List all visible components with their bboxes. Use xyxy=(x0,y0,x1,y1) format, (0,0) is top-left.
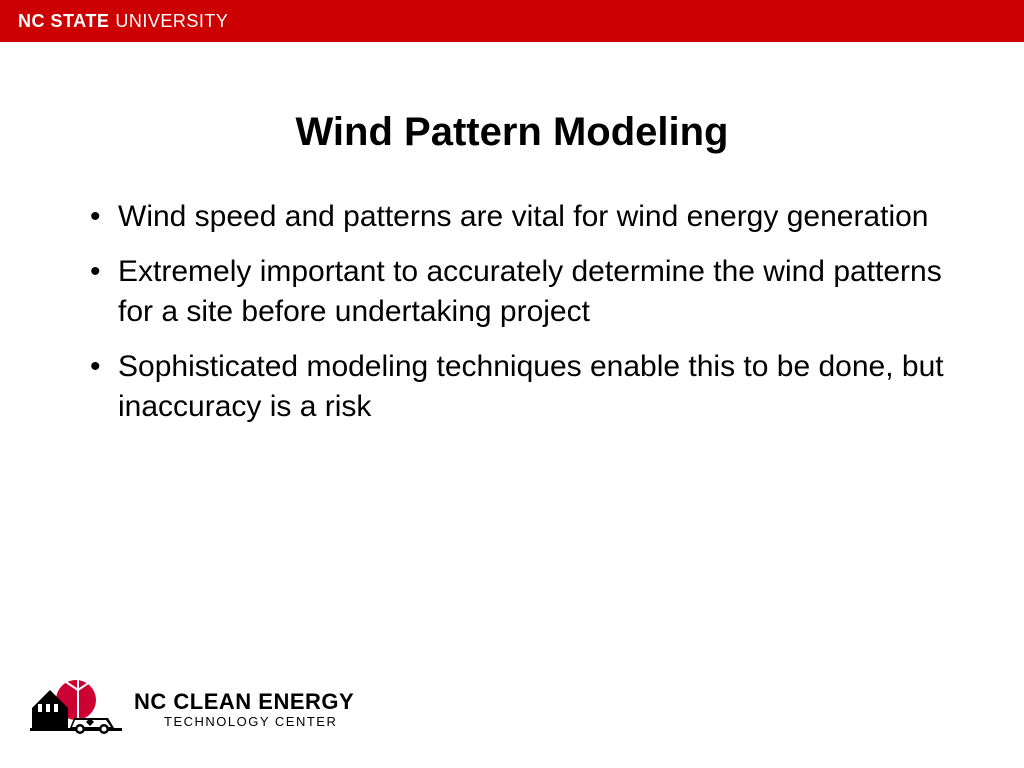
footer-logo: NC CLEAN ENERGY TECHNOLOGY CENTER xyxy=(30,678,354,740)
bullet-item: Extremely important to accurately determ… xyxy=(90,252,944,333)
logo-main-text: NC CLEAN ENERGY xyxy=(134,690,354,713)
brand-light: UNIVERSITY xyxy=(115,11,228,32)
clean-energy-logo-icon xyxy=(30,678,122,740)
slide-title: Wind Pattern Modeling xyxy=(0,110,1024,155)
bullet-item: Sophisticated modeling techniques enable… xyxy=(90,347,944,428)
slide-container: NC STATE UNIVERSITY Wind Pattern Modelin… xyxy=(0,0,1024,768)
header-bar: NC STATE UNIVERSITY xyxy=(0,0,1024,42)
bullet-item: Wind speed and patterns are vital for wi… xyxy=(90,197,944,238)
logo-sub-text: TECHNOLOGY CENTER xyxy=(164,715,354,729)
logo-text-block: NC CLEAN ENERGY TECHNOLOGY CENTER xyxy=(134,690,354,729)
bullet-list: Wind speed and patterns are vital for wi… xyxy=(90,197,944,428)
brand-bold: NC STATE xyxy=(18,11,109,32)
